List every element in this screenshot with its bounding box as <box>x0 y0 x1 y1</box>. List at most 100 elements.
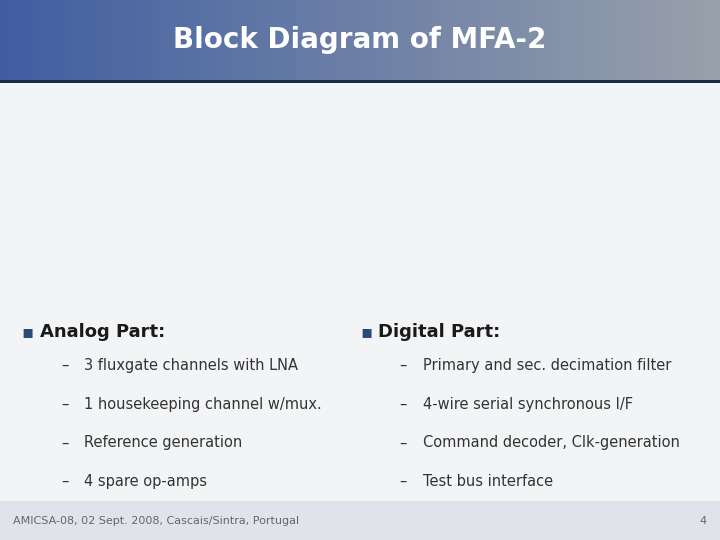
Bar <box>261 0 271 80</box>
Bar <box>9 0 19 80</box>
Text: 4-wire serial synchronous I/F: 4-wire serial synchronous I/F <box>423 396 633 411</box>
Bar <box>477 0 487 80</box>
Text: 4: 4 <box>700 516 707 525</box>
Bar <box>288 0 298 80</box>
Bar <box>711 0 720 80</box>
Text: Block Diagram of MFA-2: Block Diagram of MFA-2 <box>174 26 546 54</box>
Text: –: – <box>400 435 407 450</box>
Bar <box>396 0 406 80</box>
Bar <box>324 0 334 80</box>
Bar <box>243 0 253 80</box>
Bar <box>333 0 343 80</box>
Bar <box>576 0 585 80</box>
Bar <box>405 0 415 80</box>
Bar <box>387 0 397 80</box>
Bar <box>558 0 567 80</box>
Bar <box>504 0 513 80</box>
Text: –: – <box>61 435 68 450</box>
Bar <box>270 0 280 80</box>
Bar <box>468 0 478 80</box>
Bar <box>279 0 289 80</box>
Bar <box>423 0 433 80</box>
Bar <box>657 0 667 80</box>
Bar <box>549 0 559 80</box>
Bar <box>198 0 208 80</box>
Bar <box>378 0 387 80</box>
Bar <box>189 0 199 80</box>
Bar <box>45 0 55 80</box>
Bar <box>90 0 99 80</box>
Bar <box>153 0 163 80</box>
Bar <box>54 0 63 80</box>
Bar <box>117 0 127 80</box>
Text: –: – <box>400 357 407 373</box>
Bar <box>81 0 91 80</box>
Bar <box>567 0 577 80</box>
Bar <box>108 0 118 80</box>
Bar <box>540 0 550 80</box>
Bar <box>18 0 28 80</box>
Bar <box>207 0 217 80</box>
Bar <box>297 0 307 80</box>
Bar <box>36 0 46 80</box>
Text: AMICSA-08, 02 Sept. 2008, Cascais/Sintra, Portugal: AMICSA-08, 02 Sept. 2008, Cascais/Sintra… <box>13 516 299 525</box>
Bar <box>144 0 154 80</box>
Bar <box>252 0 262 80</box>
Text: Digital Part:: Digital Part: <box>378 323 500 341</box>
Bar <box>432 0 441 80</box>
Bar <box>684 0 693 80</box>
Text: ▪: ▪ <box>360 323 372 341</box>
Bar <box>441 0 451 80</box>
Bar <box>414 0 423 80</box>
Bar <box>135 0 145 80</box>
Bar <box>648 0 657 80</box>
Bar <box>630 0 639 80</box>
Text: Reference generation: Reference generation <box>84 435 243 450</box>
Bar <box>225 0 235 80</box>
Text: 4 spare op-amps: 4 spare op-amps <box>84 474 207 489</box>
Bar <box>486 0 496 80</box>
Text: Command decoder, Clk-generation: Command decoder, Clk-generation <box>423 435 680 450</box>
Bar <box>666 0 675 80</box>
Bar <box>27 0 37 80</box>
Bar <box>72 0 82 80</box>
Text: –: – <box>400 474 407 489</box>
Bar <box>63 0 73 80</box>
Bar <box>0 501 720 540</box>
Text: –: – <box>61 474 68 489</box>
Bar <box>369 0 379 80</box>
Bar <box>675 0 685 80</box>
Bar <box>126 0 135 80</box>
Bar <box>315 0 325 80</box>
Bar <box>459 0 469 80</box>
Text: –: – <box>61 357 68 373</box>
Text: ▪: ▪ <box>22 323 34 341</box>
Bar <box>180 0 190 80</box>
Bar <box>495 0 505 80</box>
Bar <box>342 0 352 80</box>
Bar <box>162 0 172 80</box>
Bar <box>531 0 541 80</box>
Bar <box>585 0 595 80</box>
Bar <box>612 0 621 80</box>
Bar <box>603 0 613 80</box>
Text: –: – <box>400 396 407 411</box>
Bar <box>0 0 10 80</box>
Bar <box>99 0 109 80</box>
Text: 1 housekeeping channel w/mux.: 1 housekeeping channel w/mux. <box>84 396 322 411</box>
Text: Analog Part:: Analog Part: <box>40 323 165 341</box>
Bar <box>639 0 649 80</box>
Bar <box>351 0 361 80</box>
Bar <box>216 0 226 80</box>
Bar <box>621 0 631 80</box>
Text: –: – <box>61 396 68 411</box>
Bar <box>0 80 720 83</box>
Bar <box>171 0 181 80</box>
Bar <box>306 0 316 80</box>
Bar <box>234 0 243 80</box>
Bar <box>702 0 711 80</box>
Bar <box>360 0 370 80</box>
Bar <box>450 0 459 80</box>
Text: Primary and sec. decimation filter: Primary and sec. decimation filter <box>423 357 671 373</box>
Text: 3 fluxgate channels with LNA: 3 fluxgate channels with LNA <box>84 357 298 373</box>
